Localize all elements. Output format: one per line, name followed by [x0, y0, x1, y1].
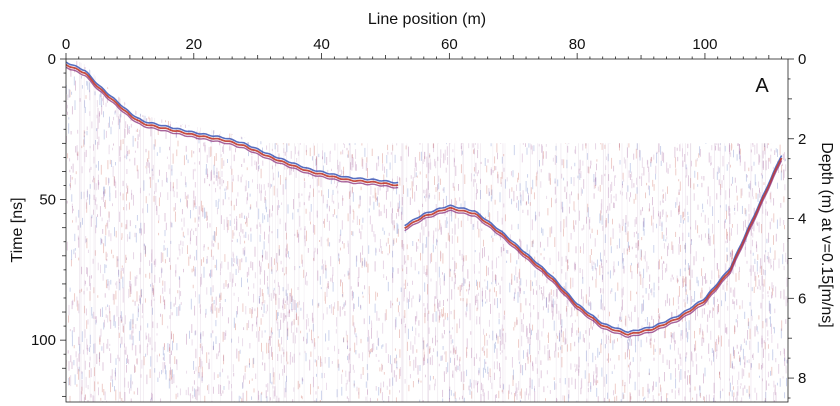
y-axis-left: 0 50 100: [31, 51, 66, 397]
y-left-tick-label: 50: [39, 192, 56, 209]
plot-area: [66, 59, 788, 402]
y-right-tick-label: 0: [798, 51, 806, 68]
y-axis-left-title: Time [ns]: [9, 197, 26, 262]
reflector-secondary-band: [404, 160, 783, 339]
reflector-positive-band: [404, 157, 783, 336]
reflector-negative-band: [404, 155, 783, 334]
x-tick-label: 80: [569, 36, 586, 53]
y-left-tick-label: 0: [48, 51, 56, 68]
y-left-tick-label: 100: [31, 332, 56, 349]
y-right-tick-label: 2: [798, 131, 806, 148]
y-right-tick-label: 8: [798, 370, 806, 387]
y-axis-right: 0 2 4 6 8: [788, 51, 806, 399]
x-tick-label: 40: [313, 36, 330, 53]
x-axis-title: Line position (m): [368, 11, 486, 28]
x-tick-label: 20: [185, 36, 202, 53]
x-tick-label: 60: [441, 36, 458, 53]
x-tick-label: 0: [62, 36, 70, 53]
blanked-air-zone: [66, 59, 788, 144]
panel-label: A: [755, 75, 769, 97]
y-right-tick-label: 4: [798, 211, 806, 228]
x-tick-label: 100: [692, 36, 717, 53]
plot-frame: [65, 58, 789, 403]
reflector-layer: [66, 61, 783, 339]
reflector-negative-band: [66, 61, 399, 184]
x-axis-top: 0 20 40 60 80 100: [62, 36, 783, 59]
y-axis-right-title: Depth (m) at v=0.15[m/ns]: [818, 142, 835, 327]
reflector-secondary-band: [66, 66, 399, 189]
y-right-tick-label: 6: [798, 290, 806, 307]
reflector-positive-band: [66, 63, 399, 187]
